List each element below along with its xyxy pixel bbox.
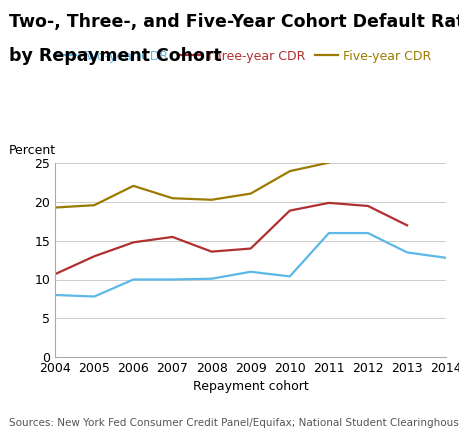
Line: Five-year CDR: Five-year CDR xyxy=(55,163,328,208)
Two-year CDR xyxy=(286,274,292,279)
Three-year CDR xyxy=(325,200,331,206)
Three-year CDR xyxy=(130,240,136,245)
Text: by Repayment Cohort: by Repayment Cohort xyxy=(9,47,222,65)
Three-year CDR xyxy=(364,203,370,209)
Two-year CDR xyxy=(364,230,370,236)
Text: Two-, Three-, and Five-Year Cohort Default Rate (CDR): Two-, Three-, and Five-Year Cohort Defau… xyxy=(9,13,459,31)
Legend: Two-year CDR, Three-year CDR, Five-year CDR: Two-year CDR, Three-year CDR, Five-year … xyxy=(54,50,430,63)
Five-year CDR xyxy=(208,197,214,203)
Two-year CDR xyxy=(91,294,97,299)
Three-year CDR xyxy=(169,234,175,240)
Three-year CDR xyxy=(208,249,214,254)
Three-year CDR xyxy=(247,246,253,251)
Three-year CDR xyxy=(91,254,97,259)
Two-year CDR xyxy=(403,250,409,255)
Two-year CDR xyxy=(130,277,136,282)
Text: Sources: New York Fed Consumer Credit Panel/Equifax; National Student Clearingho: Sources: New York Fed Consumer Credit Pa… xyxy=(9,418,459,428)
Two-year CDR xyxy=(52,292,58,298)
Two-year CDR xyxy=(325,230,331,236)
Five-year CDR xyxy=(325,160,331,165)
Two-year CDR xyxy=(247,269,253,274)
Line: Three-year CDR: Three-year CDR xyxy=(55,203,406,274)
Line: Two-year CDR: Two-year CDR xyxy=(55,233,445,297)
Text: Percent: Percent xyxy=(9,144,56,157)
X-axis label: Repayment cohort: Repayment cohort xyxy=(192,380,308,393)
Five-year CDR xyxy=(130,183,136,188)
Five-year CDR xyxy=(247,191,253,196)
Three-year CDR xyxy=(286,208,292,213)
Two-year CDR xyxy=(208,276,214,281)
Two-year CDR xyxy=(169,277,175,282)
Five-year CDR xyxy=(91,203,97,208)
Five-year CDR xyxy=(52,205,58,210)
Three-year CDR xyxy=(403,223,409,228)
Five-year CDR xyxy=(286,169,292,174)
Two-year CDR xyxy=(442,255,448,261)
Five-year CDR xyxy=(169,196,175,201)
Three-year CDR xyxy=(52,271,58,276)
